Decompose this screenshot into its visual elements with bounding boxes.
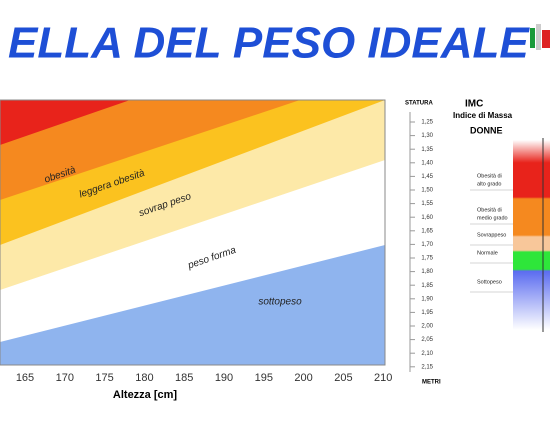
scale-tick-label: 1,50 xyxy=(421,188,433,194)
scale-tick-label: 1,65 xyxy=(421,228,433,234)
x-tick-label: 165 xyxy=(16,372,34,384)
imc-category: Sovrappeso xyxy=(477,232,506,238)
imc-category: Obesità di xyxy=(477,207,502,213)
band-label: sottopeso xyxy=(258,297,302,308)
scale-tick-label: 1,95 xyxy=(421,310,433,316)
x-tick-label: 210 xyxy=(374,372,392,384)
scale-tick-label: 1,45 xyxy=(421,174,433,180)
scale-tick-label: 1,55 xyxy=(421,201,433,207)
scale-tick-label: 2,05 xyxy=(421,337,433,343)
flag-icon xyxy=(530,24,550,50)
imc-subtitle: Indice di Massa xyxy=(453,111,513,120)
scale-tick-label: 1,25 xyxy=(421,120,433,126)
scale-tick-label: 1,90 xyxy=(421,296,433,302)
imc-category: Normale xyxy=(477,250,498,256)
scale-tick-label: 1,80 xyxy=(421,269,433,275)
x-tick-label: 185 xyxy=(175,372,193,384)
imc-title: IMC xyxy=(465,99,483,110)
chart-bands xyxy=(0,100,385,365)
scale-tick-label: 2,00 xyxy=(421,324,433,330)
x-tick-label: 200 xyxy=(294,372,312,384)
imc-category: Sottopeso xyxy=(477,279,502,285)
scale-tick-label: 2,15 xyxy=(421,364,433,370)
scale-tick-label: 1,30 xyxy=(421,133,433,139)
x-tick-label: 190 xyxy=(215,372,233,384)
imc-category: medio grado xyxy=(477,215,508,221)
imc-category: alto grado xyxy=(477,181,501,187)
x-tick-label: 170 xyxy=(56,372,74,384)
x-axis-label: Altezza [cm] xyxy=(113,389,178,401)
scale-tick-label: 1,70 xyxy=(421,242,433,248)
title: ELLA DEL PESO IDEALE xyxy=(8,19,530,68)
imc-category: Obesità di xyxy=(477,173,502,179)
x-tick-label: 205 xyxy=(334,372,352,384)
scale-tick-label: 1,85 xyxy=(421,283,433,289)
x-tick-label: 175 xyxy=(95,372,113,384)
scale-tick-label: 1,75 xyxy=(421,256,433,262)
imc-bar xyxy=(513,140,550,330)
scale-tick-label: 1,60 xyxy=(421,215,433,221)
scale-header: STATURA xyxy=(405,101,433,107)
imc-group: DONNE xyxy=(470,125,503,135)
scale-footer: METRI xyxy=(422,380,441,386)
x-tick-label: 180 xyxy=(135,372,153,384)
chart-frame xyxy=(0,99,386,366)
scale-tick-label: 2,10 xyxy=(421,351,433,357)
scale-tick-label: 1,35 xyxy=(421,147,433,153)
scale-tick-label: 1,40 xyxy=(421,160,433,166)
x-tick-label: 195 xyxy=(255,372,273,384)
